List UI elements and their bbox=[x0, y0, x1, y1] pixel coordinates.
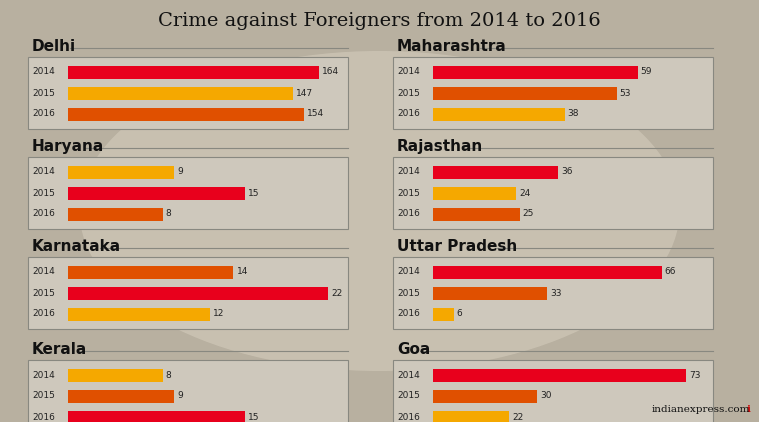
Text: 2015: 2015 bbox=[32, 89, 55, 97]
Bar bbox=[393, 257, 713, 329]
Text: 2016: 2016 bbox=[32, 412, 55, 422]
Bar bbox=[68, 65, 319, 78]
Text: 2014: 2014 bbox=[397, 168, 420, 176]
Bar bbox=[433, 187, 516, 200]
Text: Goa: Goa bbox=[397, 342, 430, 357]
Text: 147: 147 bbox=[296, 89, 313, 97]
Text: 2016: 2016 bbox=[32, 209, 55, 219]
Bar bbox=[68, 287, 328, 300]
Text: 9: 9 bbox=[178, 168, 183, 176]
Bar bbox=[28, 257, 348, 329]
Bar bbox=[68, 368, 162, 381]
Text: 154: 154 bbox=[307, 109, 323, 119]
Text: 15: 15 bbox=[248, 412, 260, 422]
Text: 2015: 2015 bbox=[397, 89, 420, 97]
Text: Rajasthan: Rajasthan bbox=[397, 139, 483, 154]
Text: 66: 66 bbox=[665, 268, 676, 276]
Text: 2014: 2014 bbox=[32, 68, 55, 76]
Text: indianexpress.com: indianexpress.com bbox=[652, 405, 750, 414]
Text: 38: 38 bbox=[568, 109, 579, 119]
Text: 25: 25 bbox=[523, 209, 534, 219]
Ellipse shape bbox=[80, 51, 679, 371]
Text: 2015: 2015 bbox=[397, 189, 420, 197]
Text: 2016: 2016 bbox=[32, 109, 55, 119]
Bar bbox=[68, 390, 175, 403]
Text: 2015: 2015 bbox=[397, 289, 420, 298]
Bar bbox=[68, 165, 175, 179]
Text: Crime against Foreigners from 2014 to 2016: Crime against Foreigners from 2014 to 20… bbox=[158, 12, 601, 30]
Bar bbox=[433, 265, 662, 279]
Bar bbox=[68, 208, 162, 221]
Text: Uttar Pradesh: Uttar Pradesh bbox=[397, 239, 517, 254]
Text: 164: 164 bbox=[322, 68, 339, 76]
Text: Delhi: Delhi bbox=[32, 39, 76, 54]
Bar bbox=[433, 368, 686, 381]
Bar bbox=[28, 57, 348, 129]
Text: 2015: 2015 bbox=[397, 392, 420, 400]
Bar bbox=[433, 411, 509, 422]
Text: Haryana: Haryana bbox=[32, 139, 104, 154]
Text: 2014: 2014 bbox=[397, 268, 420, 276]
Text: 2016: 2016 bbox=[397, 109, 420, 119]
Bar bbox=[433, 108, 565, 121]
Text: 53: 53 bbox=[620, 89, 631, 97]
Text: i: i bbox=[746, 405, 750, 414]
Bar bbox=[433, 87, 617, 100]
Text: 8: 8 bbox=[165, 371, 172, 379]
Bar bbox=[68, 308, 209, 320]
Bar bbox=[433, 287, 547, 300]
Bar bbox=[433, 208, 520, 221]
Text: 2014: 2014 bbox=[32, 168, 55, 176]
Text: 22: 22 bbox=[331, 289, 342, 298]
Bar bbox=[393, 157, 713, 229]
Text: 2014: 2014 bbox=[32, 268, 55, 276]
Bar bbox=[393, 57, 713, 129]
Bar bbox=[433, 308, 454, 320]
Text: 2015: 2015 bbox=[32, 289, 55, 298]
Text: 2015: 2015 bbox=[32, 189, 55, 197]
Text: 2014: 2014 bbox=[397, 371, 420, 379]
Text: 73: 73 bbox=[689, 371, 701, 379]
Bar bbox=[433, 65, 638, 78]
Text: 15: 15 bbox=[248, 189, 260, 197]
Text: Kerala: Kerala bbox=[32, 342, 87, 357]
Text: 14: 14 bbox=[237, 268, 248, 276]
Text: 59: 59 bbox=[641, 68, 652, 76]
Text: Maharashtra: Maharashtra bbox=[397, 39, 507, 54]
Text: 2016: 2016 bbox=[32, 309, 55, 319]
Text: 2016: 2016 bbox=[397, 209, 420, 219]
Text: 24: 24 bbox=[519, 189, 531, 197]
Text: 22: 22 bbox=[512, 412, 524, 422]
Bar bbox=[68, 87, 293, 100]
Text: 2016: 2016 bbox=[397, 309, 420, 319]
Text: 12: 12 bbox=[213, 309, 224, 319]
Text: 2014: 2014 bbox=[397, 68, 420, 76]
Text: 30: 30 bbox=[540, 392, 552, 400]
Text: 9: 9 bbox=[178, 392, 183, 400]
Bar bbox=[433, 390, 537, 403]
Bar bbox=[393, 360, 713, 422]
Bar bbox=[433, 165, 558, 179]
Bar bbox=[28, 360, 348, 422]
Text: 2016: 2016 bbox=[397, 412, 420, 422]
Text: 8: 8 bbox=[165, 209, 172, 219]
Text: 2014: 2014 bbox=[32, 371, 55, 379]
Text: 36: 36 bbox=[561, 168, 572, 176]
Text: 2015: 2015 bbox=[32, 392, 55, 400]
Bar bbox=[68, 265, 234, 279]
Text: 6: 6 bbox=[457, 309, 462, 319]
Text: Karnataka: Karnataka bbox=[32, 239, 121, 254]
Text: 33: 33 bbox=[550, 289, 562, 298]
Bar bbox=[28, 157, 348, 229]
Bar bbox=[68, 108, 304, 121]
Bar bbox=[68, 411, 245, 422]
Bar bbox=[68, 187, 245, 200]
